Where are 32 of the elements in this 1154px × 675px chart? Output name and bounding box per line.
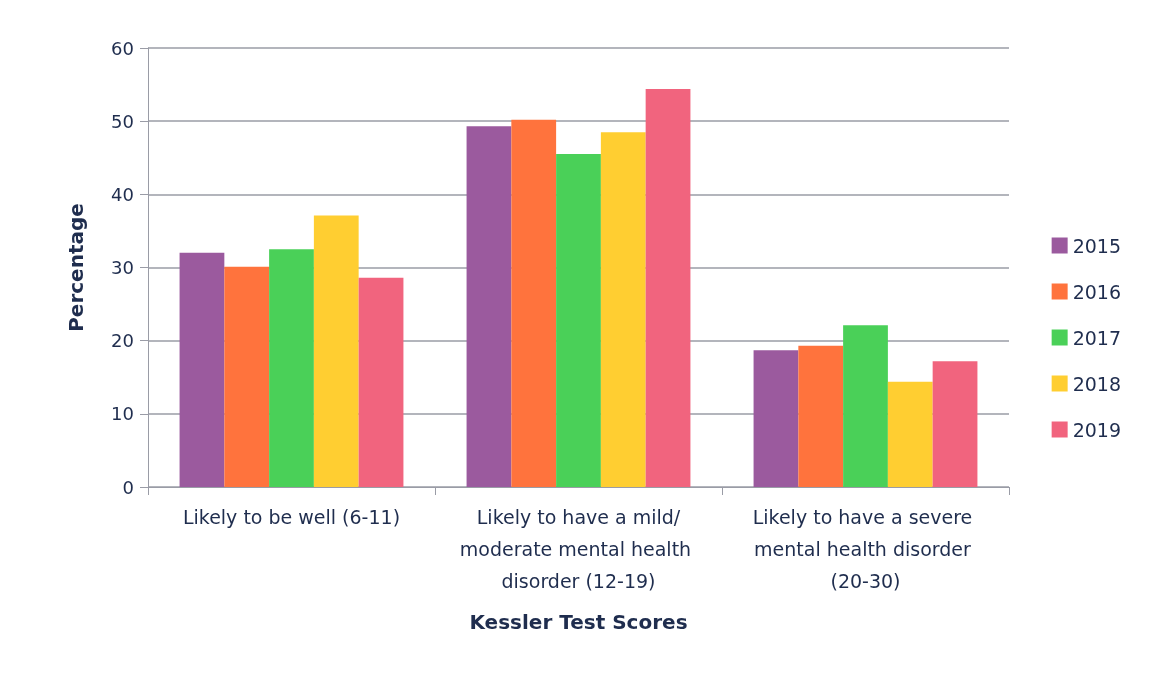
x-tick-label: Likely to have a mild/moderate mental health disorder (12-19) [459,506,698,592]
legend-label: 2015 [1072,234,1122,257]
y-tick-label: 40 [111,183,134,205]
bar [179,252,225,487]
bar [466,126,512,487]
bar [556,154,601,487]
bar [269,249,314,487]
bar [313,215,359,487]
y-axis-title: Percentage [64,203,88,332]
bar [511,119,557,487]
bar [645,88,691,487]
bar [358,277,404,487]
bar [843,325,888,487]
bar [932,361,978,487]
bar [753,350,799,487]
y-tick-label: 60 [111,37,134,59]
bar [887,381,933,487]
x-tick-label: Likely to have a severe mental health disorder (20-30) [752,506,979,592]
bar [224,266,270,487]
y-tick-label: 30 [111,257,134,278]
y-tick-label: 20 [111,330,134,352]
y-tick-label: 10 [111,403,134,425]
bar [600,132,646,487]
legend-label: 2018 [1072,372,1122,395]
legend-label: 2016 [1072,280,1122,303]
legend-label: 2019 [1072,418,1122,441]
y-tick-label: 0 [122,476,134,498]
legend-label: 2017 [1072,326,1122,349]
bar [798,345,844,487]
y-tick-label: 50 [111,110,134,132]
x-axis-title: Kessler Test Scores [469,610,688,634]
x-tick-label: Likely to be well (6-11) [182,506,401,528]
